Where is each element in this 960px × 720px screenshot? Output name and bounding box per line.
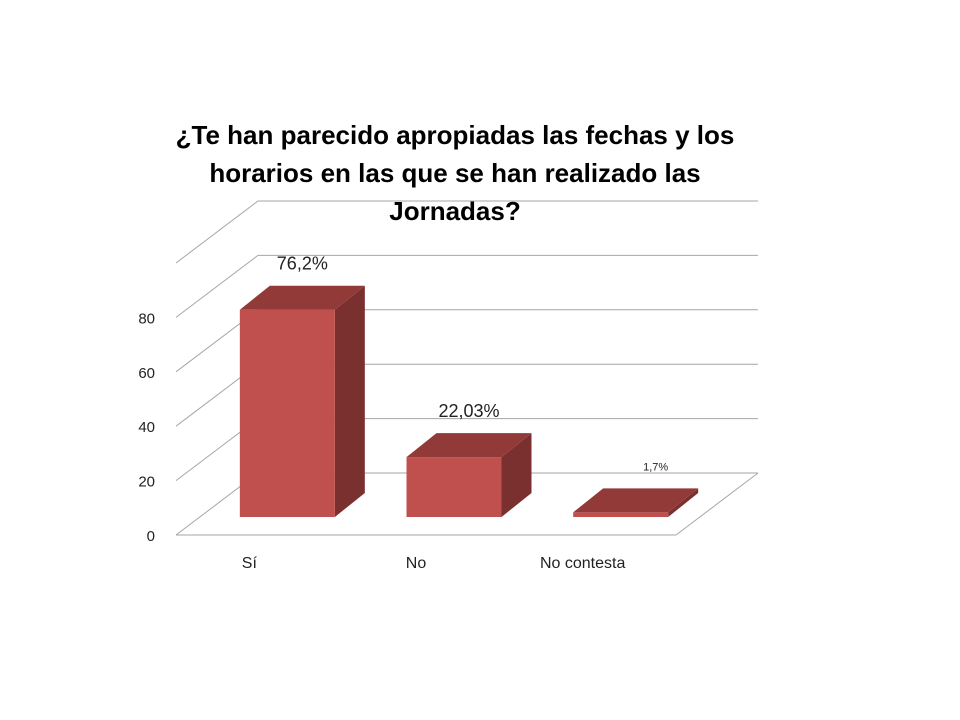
x-category-label: Sí <box>242 555 258 572</box>
y-tick-label: 20 <box>138 474 155 491</box>
x-category-label: No <box>406 555 427 572</box>
bar-side-face <box>668 488 699 517</box>
bar-front-face <box>406 457 502 517</box>
chart-bars <box>239 285 699 517</box>
chart-data-labels: 76,2% 22,03% 1,7% <box>277 254 669 474</box>
y-axis-ticks: 0 20 40 60 80 <box>138 310 155 545</box>
bar-front-face <box>239 309 335 517</box>
data-label: 1,7% <box>643 461 668 473</box>
gridline-diagonal <box>175 200 259 264</box>
bar-side-face <box>334 285 365 517</box>
chart-title: ¿Te han parecido apropiadas las fechas y… <box>175 120 735 226</box>
data-label: 22,03% <box>438 401 499 421</box>
x-axis-categories: Sí No No contesta <box>242 555 626 572</box>
y-tick-label: 40 <box>138 419 155 436</box>
y-tick-label: 0 <box>147 528 155 545</box>
bar-top-face <box>239 285 365 310</box>
y-tick-label: 60 <box>138 365 155 382</box>
bar-1 <box>239 285 365 517</box>
bar-top-face <box>406 433 532 458</box>
data-label: 76,2% <box>277 254 328 274</box>
x-category-label: No contesta <box>540 555 625 572</box>
gridline-diagonal <box>175 255 259 318</box>
floor-right-edge <box>675 472 759 536</box>
bar-side-face <box>501 433 532 517</box>
bar-3 <box>573 488 699 517</box>
bar-top-face <box>573 488 699 513</box>
y-tick-label: 80 <box>138 310 155 327</box>
bar-front-face <box>573 512 669 517</box>
bar-2 <box>406 433 532 517</box>
